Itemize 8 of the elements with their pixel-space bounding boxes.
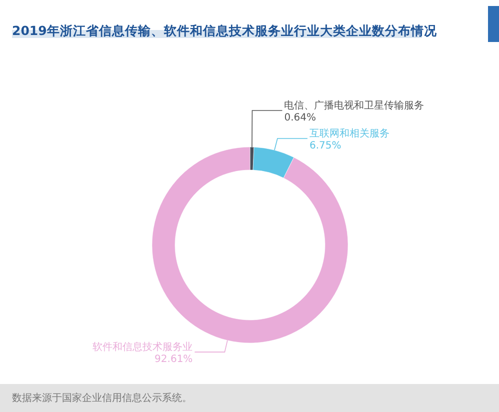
data-label: 0.64% bbox=[284, 112, 316, 124]
slice-label: 软件和信息技术服务业 bbox=[92, 341, 193, 354]
slice-label: 电信、广播电视和卫星传输服务 bbox=[284, 99, 424, 112]
chart-title: 2019年浙江省信息传输、软件和信息技术服务业行业大类企业数分布情况 bbox=[12, 23, 438, 38]
slice-label: 互联网和相关服务 bbox=[309, 127, 390, 140]
text: 数据来源于国家企业信用信息公示系统。 bbox=[12, 392, 192, 404]
data-label: 92.61% bbox=[154, 354, 193, 366]
data-label: 6.75% bbox=[309, 140, 342, 152]
